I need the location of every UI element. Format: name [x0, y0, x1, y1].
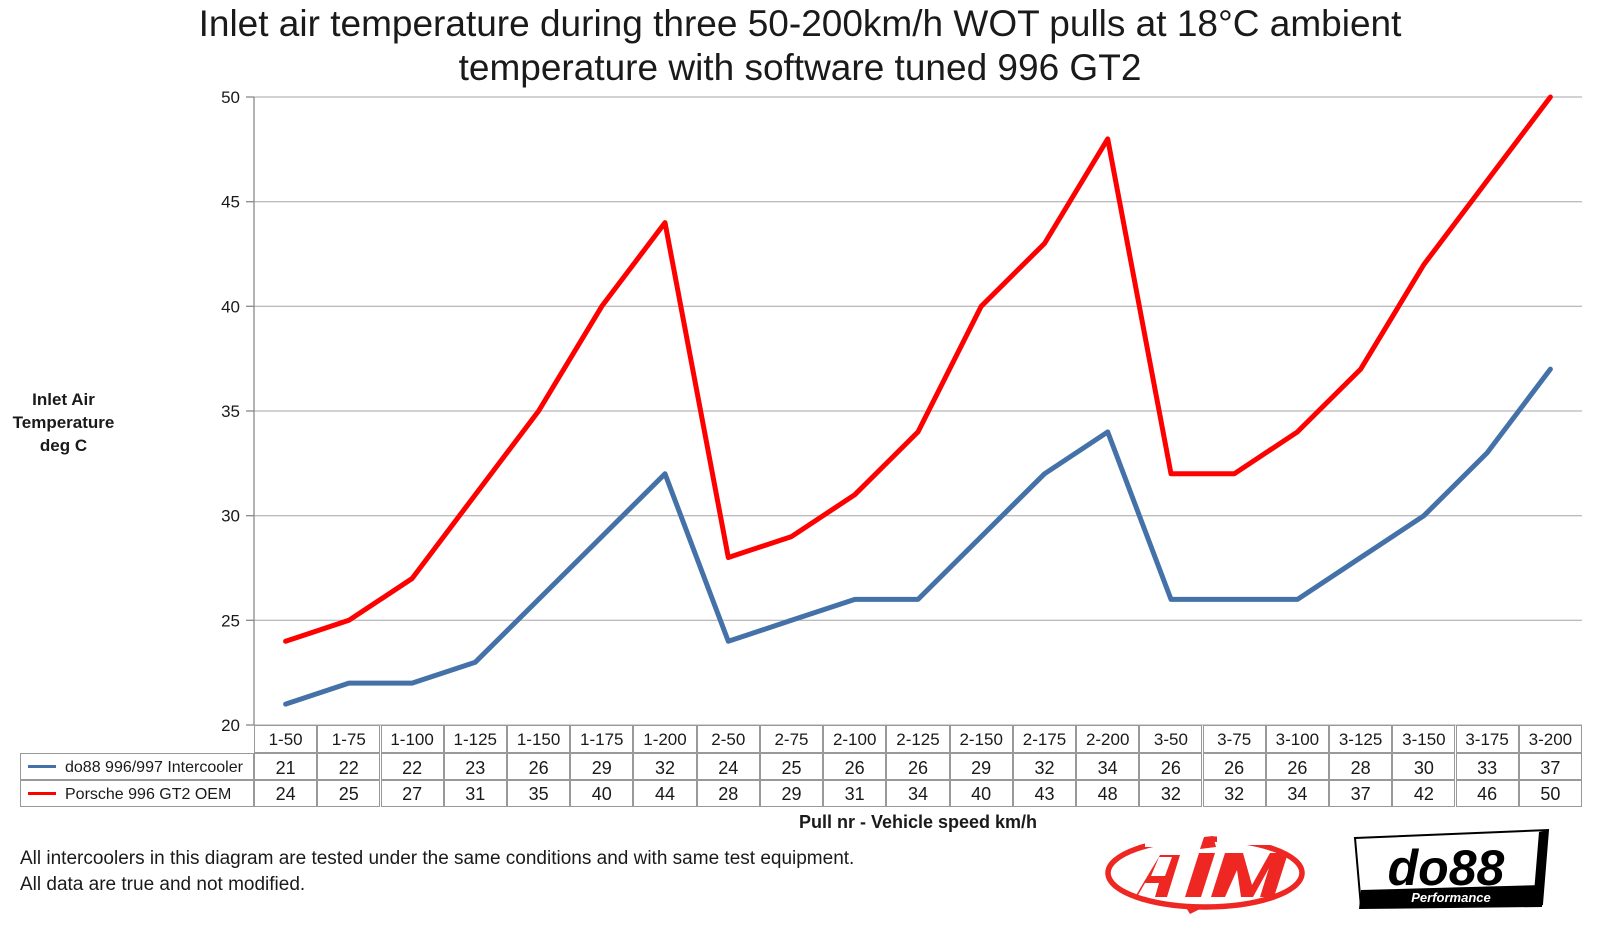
svg-text:do88: do88 — [1388, 840, 1505, 896]
svg-text:40: 40 — [221, 297, 240, 316]
svg-text:30: 30 — [221, 507, 240, 526]
svg-text:Performance: Performance — [1411, 890, 1490, 905]
svg-text:35: 35 — [221, 402, 240, 421]
svg-text:25: 25 — [221, 611, 240, 630]
svg-text:20: 20 — [221, 716, 240, 735]
svg-text:45: 45 — [221, 193, 240, 212]
svg-text:50: 50 — [221, 88, 240, 107]
